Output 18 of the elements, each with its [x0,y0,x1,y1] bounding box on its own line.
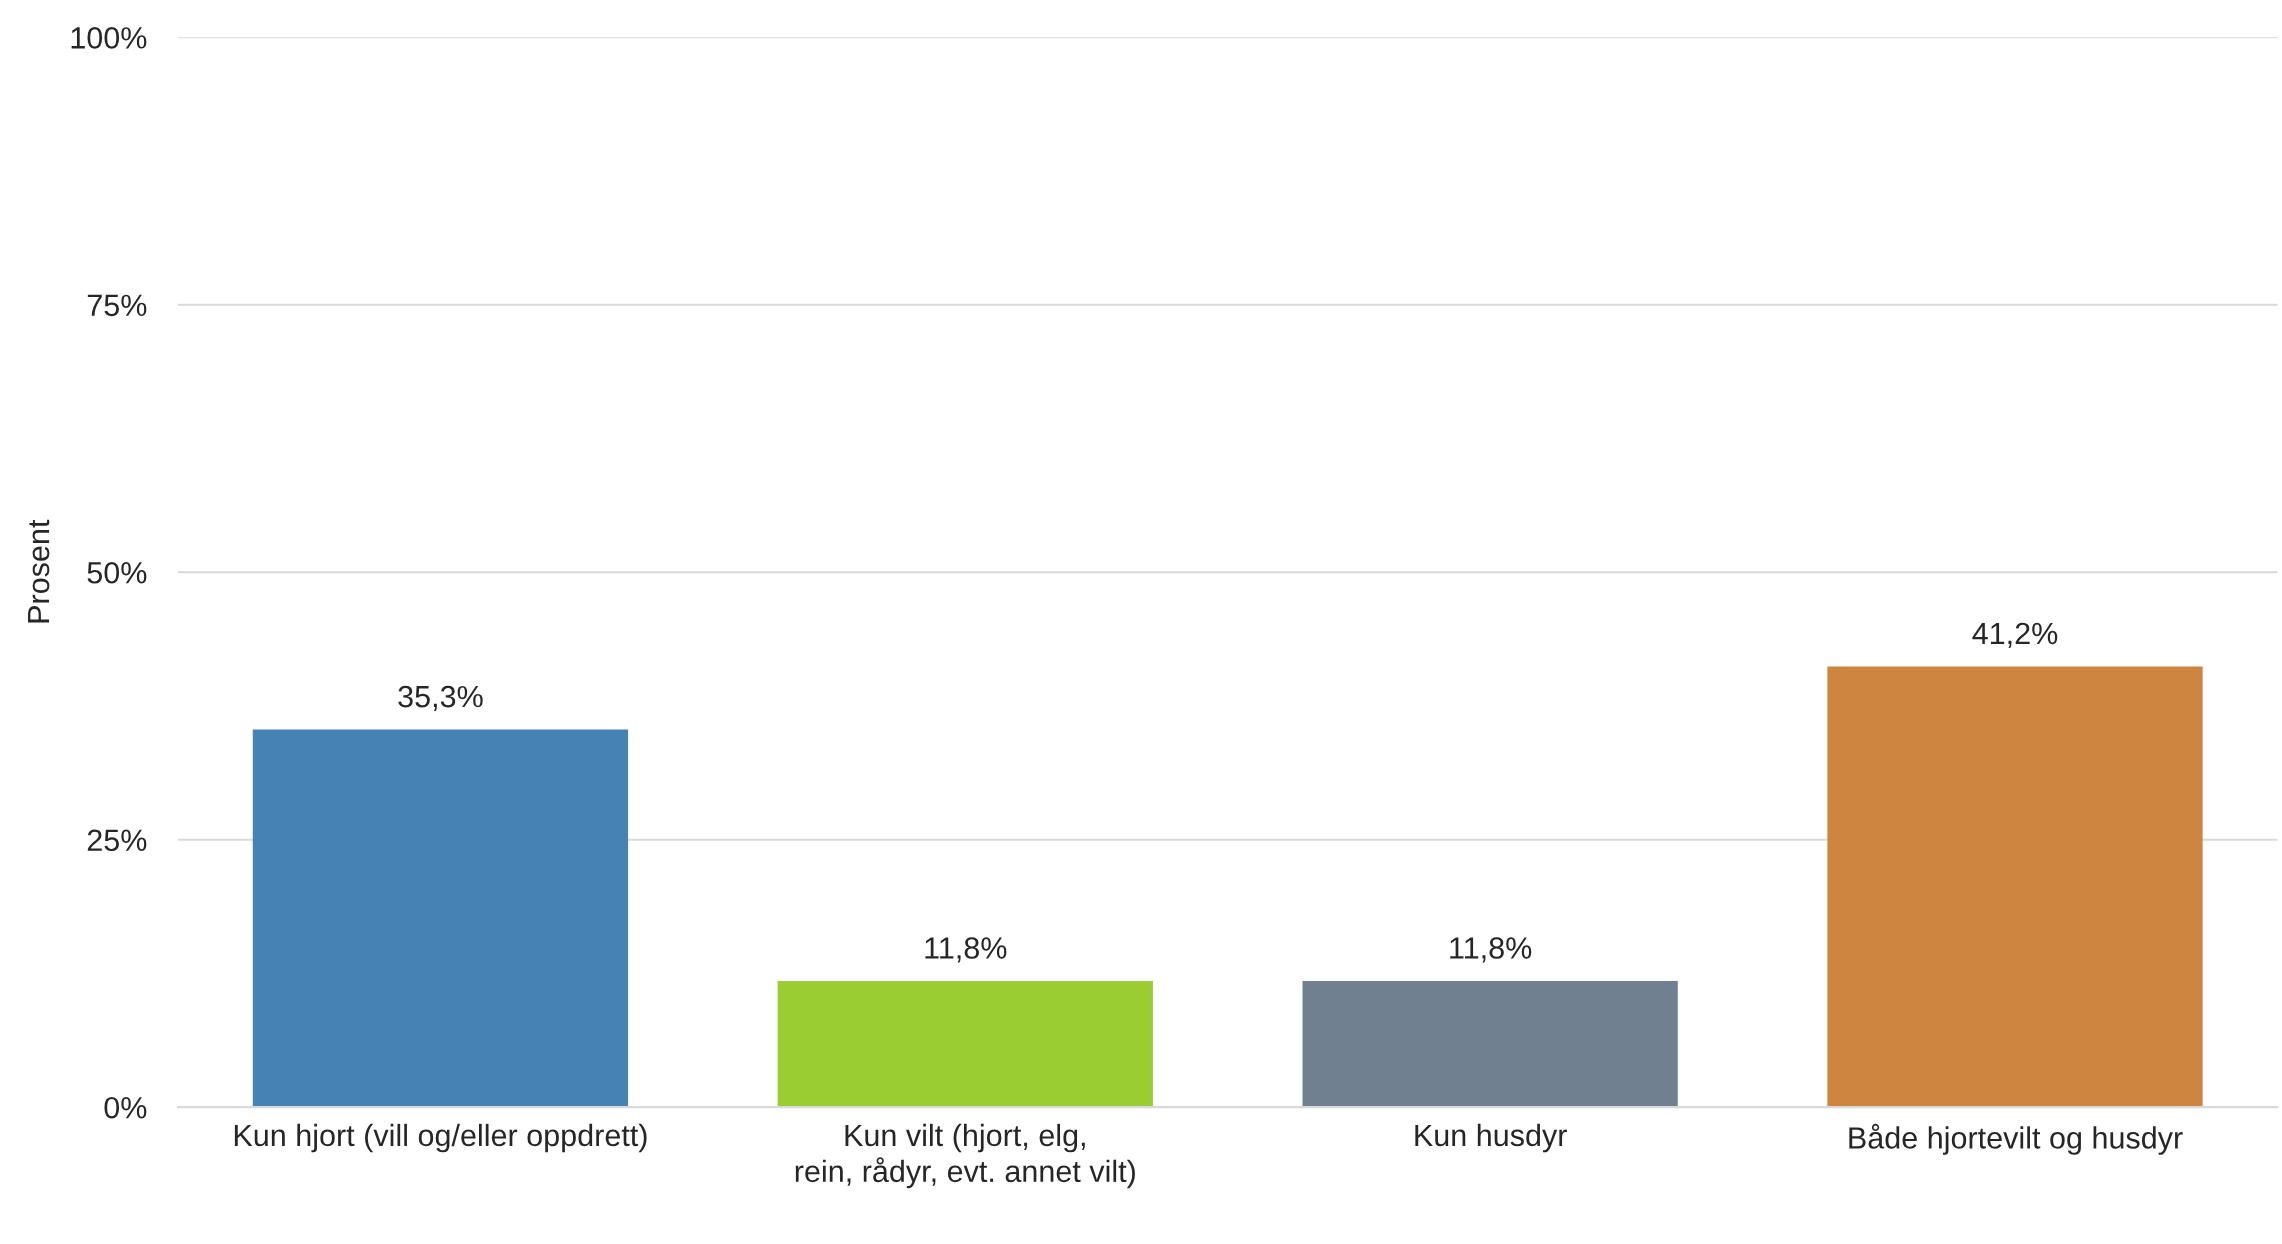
x-tick-label: Kun vilt (hjort, elg, rein, rådyr, evt. annet vilt) [795,1123,1135,1189]
x-tick-label: Kun husdyr [1415,1123,1567,1153]
bar [1302,980,1678,1108]
y-tick-label: 25% [87,829,147,852]
y-tick-label: 50% [87,561,147,584]
x-tick-label: Både hjortevilt og husdyr [1849,1123,2183,1155]
bar [252,729,629,1108]
y-tick-label: 100% [71,27,147,49]
y-axis-title: Prosent [28,519,50,623]
x-tick-label: Kun hjort (vill og/eller oppdrett) [234,1123,647,1153]
bar [777,980,1153,1108]
data-label: 35,3% [398,685,483,712]
bar [1827,666,2203,1108]
y-tick-label: 75% [87,294,147,317]
data-label: 11,8% [925,937,1007,963]
data-label: 11,8% [1450,937,1532,963]
data-label: 41,2% [1972,622,2058,648]
y-tick-label: 0% [104,1096,147,1119]
